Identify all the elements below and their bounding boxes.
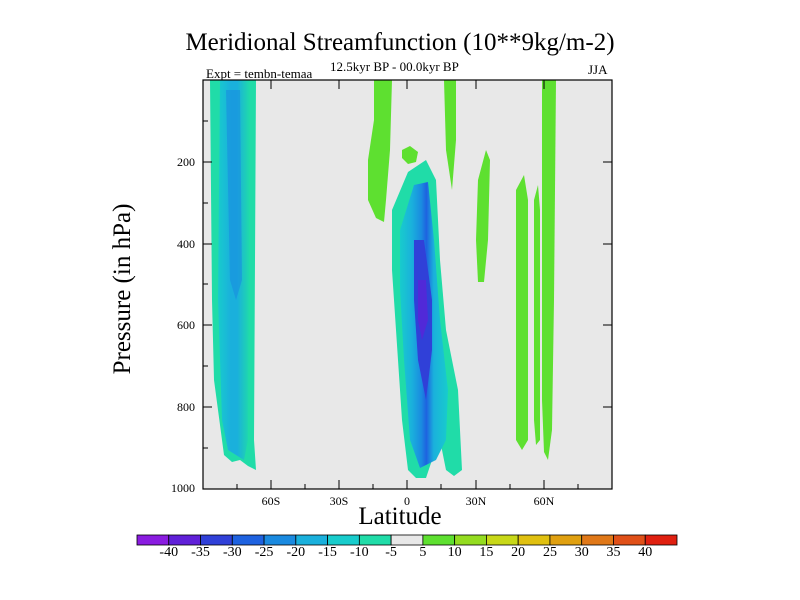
colorbar-swatch [390, 534, 424, 546]
colorbar-swatch [581, 534, 614, 546]
contour-pos-lobe-upper-2 [444, 80, 456, 190]
colorbar-level-label: 25 [542, 545, 557, 560]
contour-pos-band-60N [542, 80, 556, 460]
y-axis-ticks [203, 120, 612, 449]
colorbar-swatch [517, 534, 551, 546]
colorbar-swatch [327, 534, 360, 546]
colorbar-level-label: -15 [318, 545, 337, 560]
colorbar-level-label: -40 [159, 545, 179, 560]
y-tick-label: 400 [177, 237, 195, 251]
experiment-label: Expt = tembn-temaa [206, 66, 313, 81]
colorbar-level-label: -10 [350, 545, 369, 560]
contour-eq-cell-max [418, 280, 428, 340]
x-tick-label: 30S [329, 494, 349, 508]
colorbar-level-label: 30 [574, 545, 589, 560]
colorbar-level-label: -5 [385, 545, 397, 560]
colorbar-swatch [231, 534, 265, 546]
colorbar-level-label: 5 [419, 545, 427, 560]
x-tick-label: 60N [533, 494, 555, 508]
colorbar-swatch [263, 534, 297, 546]
colorbar-swatch [549, 534, 583, 546]
colorbar-level-label: 10 [447, 545, 462, 560]
colorbar-swatch [200, 534, 233, 546]
colorbar-level-label: 20 [511, 545, 526, 560]
colorbar-swatch [168, 534, 201, 546]
colorbar-level-label: -35 [191, 545, 210, 560]
colorbar-swatch [613, 534, 646, 546]
y-tick-label: 800 [177, 400, 195, 414]
colorbar [136, 534, 678, 546]
colorbar-level-label: 15 [479, 545, 494, 560]
contour-sh-cell-core [226, 90, 242, 300]
y-tick-label: 1000 [171, 481, 195, 495]
colorbar-level-label: -20 [286, 545, 306, 560]
x-axis-label: Latitude [358, 503, 442, 530]
contour-pos-band-50N [516, 175, 528, 450]
x-tick-label: 0 [404, 494, 410, 508]
colorbar-level-label: -30 [222, 545, 242, 560]
x-tick-label: 60S [261, 494, 281, 508]
colorbar-level-label: 35 [606, 545, 621, 560]
contour-pos-lobe-upper-1 [368, 80, 392, 222]
contour-pos-band-30N [476, 150, 490, 282]
contour-pos-band-55N [534, 185, 540, 445]
season-label: JJA [588, 62, 608, 77]
x-axis-ticks [236, 80, 579, 489]
chart-title: Meridional Streamfunction (10**9kg/m-2) [185, 29, 615, 56]
colorbar-swatch [136, 534, 170, 546]
y-axis-label: Pressure (in hPa) [109, 203, 136, 375]
contour-pos-lobe-small [402, 146, 418, 164]
y-tick-label: 200 [177, 155, 195, 169]
colorbar-level-label: -25 [254, 545, 274, 560]
colorbar-swatch [644, 534, 678, 546]
colorbar-swatch [454, 534, 487, 546]
colorbar-level-label: 40 [638, 545, 653, 560]
colorbar-swatch [486, 534, 519, 546]
colorbar-swatch [358, 534, 392, 546]
chart-subtitle: 12.5kyr BP - 00.0kyr BP [330, 59, 459, 74]
colorbar-swatch [295, 534, 328, 546]
y-tick-label: 600 [177, 318, 195, 332]
x-tick-label: 30N [465, 494, 487, 508]
colorbar-swatch [422, 534, 456, 546]
